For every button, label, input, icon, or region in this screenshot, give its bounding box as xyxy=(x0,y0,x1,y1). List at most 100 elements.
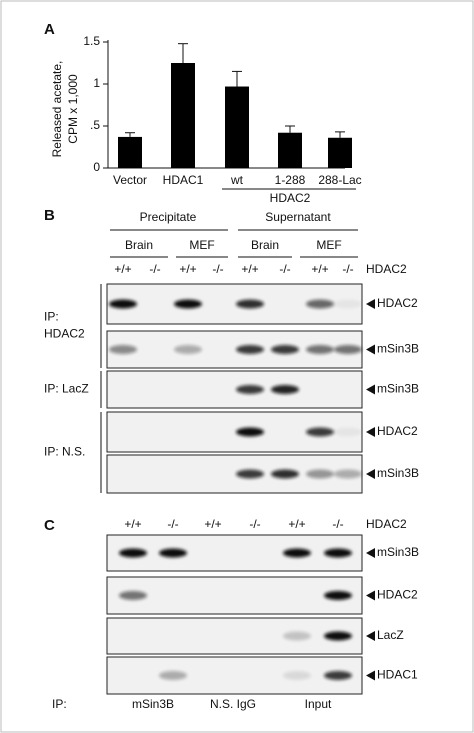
ip-group: Input xyxy=(305,697,332,711)
genotype-label: HDAC2 xyxy=(366,262,407,276)
x-tick-label: Vector xyxy=(113,173,147,187)
blot-label: mSin3B xyxy=(377,545,419,559)
ip-label: IP: xyxy=(52,697,67,711)
arrowhead xyxy=(366,590,375,601)
x-tick-label: HDAC1 xyxy=(163,173,204,187)
genotype-label: HDAC2 xyxy=(366,517,407,531)
blot xyxy=(106,534,363,572)
genotype: -/- xyxy=(167,517,178,531)
band xyxy=(306,299,334,309)
band xyxy=(271,469,299,479)
genotype: -/- xyxy=(342,262,353,276)
genotype: -/- xyxy=(249,517,260,531)
band xyxy=(306,469,334,479)
band xyxy=(174,299,202,309)
genotype: +/+ xyxy=(288,517,305,531)
x-tick-label: 1-288 xyxy=(275,173,306,187)
column-header: Precipitate xyxy=(140,210,197,224)
band xyxy=(324,548,352,558)
blot-label: HDAC2 xyxy=(377,424,418,438)
arrowhead xyxy=(366,384,375,395)
x-tick-label: 288-Lac xyxy=(318,173,361,187)
band xyxy=(324,671,352,680)
subheader: MEF xyxy=(189,238,214,252)
panel-label: A xyxy=(44,21,55,38)
blot-label: mSin3B xyxy=(377,466,419,480)
subheader: MEF xyxy=(316,238,341,252)
arrowhead xyxy=(366,427,375,437)
x-tick-label: wt xyxy=(230,173,244,187)
band xyxy=(306,427,334,437)
band xyxy=(334,299,362,309)
arrowhead xyxy=(366,670,375,681)
genotype: -/- xyxy=(332,517,343,531)
y-axis-label: Released acetate, xyxy=(50,61,64,158)
y-tick-label: 0 xyxy=(93,160,100,174)
band xyxy=(283,548,311,558)
genotype: +/+ xyxy=(179,262,196,276)
band xyxy=(334,469,362,479)
blot xyxy=(106,576,363,615)
arrowhead xyxy=(366,344,375,355)
subheader: Brain xyxy=(125,238,153,252)
genotype: +/+ xyxy=(311,262,328,276)
ip-label: HDAC2 xyxy=(44,327,85,341)
ip-label: IP: LacZ xyxy=(44,382,89,396)
band xyxy=(306,345,334,354)
blot xyxy=(106,370,363,409)
blot-label: HDAC2 xyxy=(377,296,418,310)
band xyxy=(159,671,187,680)
genotype: +/+ xyxy=(114,262,131,276)
panel-label: B xyxy=(44,207,55,224)
y-tick-label: 1 xyxy=(93,76,100,90)
ip-group: mSin3B xyxy=(132,697,174,711)
blot xyxy=(106,454,363,494)
arrowhead xyxy=(366,631,375,641)
bar xyxy=(171,63,195,168)
band xyxy=(324,591,352,600)
column-header: Supernatant xyxy=(265,210,331,224)
bar xyxy=(118,136,142,168)
band xyxy=(283,671,311,680)
band xyxy=(119,591,147,600)
band xyxy=(324,631,352,641)
genotype: -/- xyxy=(149,262,160,276)
genotype: +/+ xyxy=(124,517,141,531)
blot-label: LacZ xyxy=(377,628,404,642)
band xyxy=(119,548,147,558)
ip-label: IP: N.S. xyxy=(44,445,85,459)
blot-label: mSin3B xyxy=(377,342,419,356)
arrowhead xyxy=(366,299,375,309)
y-axis-label: CPM x 1,000 xyxy=(66,74,80,144)
band xyxy=(236,469,264,479)
band xyxy=(236,299,264,309)
band xyxy=(174,345,202,354)
ip-group: N.S. IgG xyxy=(210,697,256,711)
bar xyxy=(225,86,249,168)
band xyxy=(283,631,311,641)
band xyxy=(109,345,137,354)
blot xyxy=(106,617,363,655)
y-tick-label: 1.5 xyxy=(83,34,100,48)
band xyxy=(236,427,264,437)
y-tick-label: .5 xyxy=(90,118,100,132)
band xyxy=(159,548,187,558)
blot-label: HDAC2 xyxy=(377,588,418,602)
band xyxy=(271,345,299,354)
blot-label: HDAC1 xyxy=(377,668,418,682)
ip-label: IP: xyxy=(44,310,59,324)
genotype: +/+ xyxy=(241,262,258,276)
genotype: +/+ xyxy=(204,517,221,531)
band xyxy=(334,427,362,437)
band xyxy=(236,385,264,394)
group-label: HDAC2 xyxy=(270,191,311,205)
panel-label: C xyxy=(44,517,55,534)
genotype: -/- xyxy=(279,262,290,276)
genotype: -/- xyxy=(212,262,223,276)
bar xyxy=(328,137,352,168)
band xyxy=(236,345,264,354)
blot-label: mSin3B xyxy=(377,382,419,396)
arrowhead xyxy=(366,469,375,479)
subheader: Brain xyxy=(251,238,279,252)
